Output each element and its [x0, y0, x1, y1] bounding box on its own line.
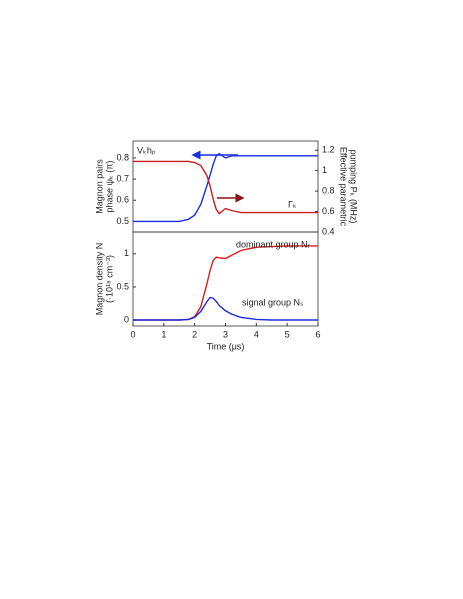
- y2-tick-label: 0.4: [322, 226, 335, 236]
- y-axis-label: (·10¹⁸ cm⁻³): [104, 255, 114, 303]
- y-tick-label: 0.7: [116, 173, 129, 183]
- annotation: Vₖhₚ: [137, 145, 156, 155]
- data-line: [133, 152, 318, 223]
- x-tick-label: 3: [223, 329, 228, 339]
- x-tick-label: 2: [192, 329, 197, 339]
- x-tick-label: 5: [285, 329, 290, 339]
- annotation: Γₖ: [288, 199, 297, 209]
- x-axis-label: Time (μs): [207, 341, 245, 351]
- y2-axis-label: Effective parametric: [339, 147, 349, 227]
- y-tick-label: 0: [124, 314, 129, 324]
- y-tick-label: 0.6: [116, 195, 129, 205]
- x-tick-label: 6: [315, 329, 320, 339]
- y-axis-label: Magnon density N: [94, 243, 104, 316]
- data-line: [133, 296, 318, 321]
- x-tick-label: 4: [254, 329, 259, 339]
- y2-axis-label: pumping Pₖ (MHz): [349, 150, 359, 224]
- y-tick-label: 1: [124, 248, 129, 258]
- annotation: dominant group Nᵣ: [236, 239, 310, 249]
- y2-tick-label: 1.2: [322, 145, 335, 155]
- data-line: [133, 160, 318, 215]
- y2-tick-label: 0.8: [322, 185, 335, 195]
- y-tick-label: 0.5: [116, 281, 129, 291]
- x-tick-label: 0: [130, 329, 135, 339]
- y-axis-label: phase ψₖ (π): [104, 161, 114, 213]
- y2-tick-label: 1: [322, 165, 327, 175]
- y-tick-label: 0.5: [116, 216, 129, 226]
- x-tick-label: 1: [161, 329, 166, 339]
- y-axis-label: Magnon pairs: [94, 159, 104, 214]
- y-tick-label: 0.8: [116, 152, 129, 162]
- annotation: signal group Nₛ: [242, 297, 303, 307]
- y2-tick-label: 0.6: [322, 206, 335, 216]
